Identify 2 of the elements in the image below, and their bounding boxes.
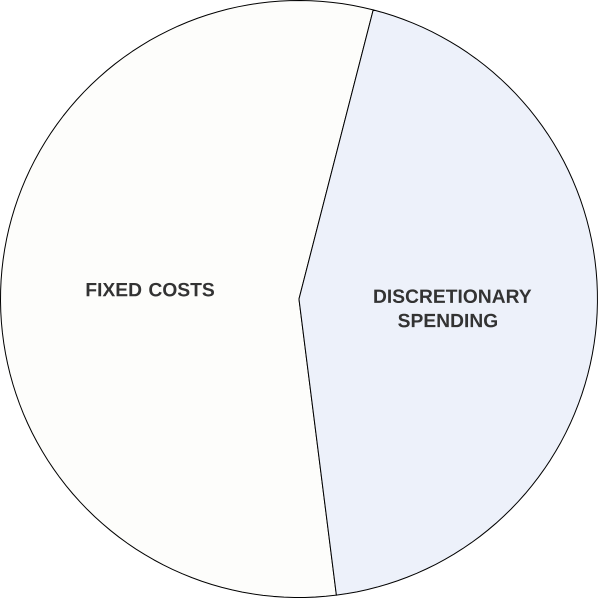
slice-label: DISCRETIONARY SPENDING	[374, 289, 532, 328]
slice-label: FIXED COSTS	[86, 282, 214, 296]
